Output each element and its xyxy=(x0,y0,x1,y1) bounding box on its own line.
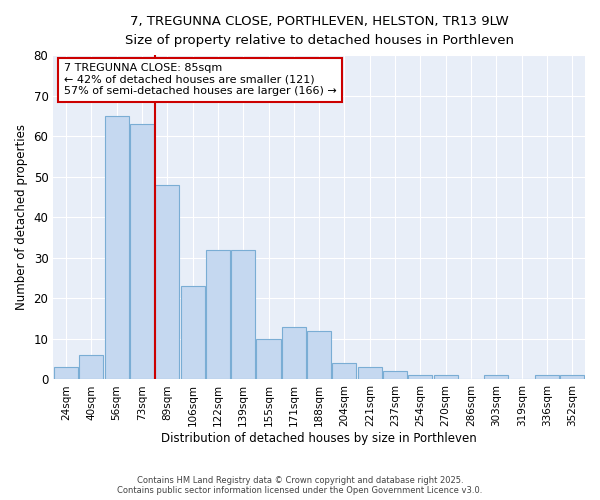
Text: Contains HM Land Registry data © Crown copyright and database right 2025.
Contai: Contains HM Land Registry data © Crown c… xyxy=(118,476,482,495)
Bar xyxy=(535,376,559,380)
X-axis label: Distribution of detached houses by size in Porthleven: Distribution of detached houses by size … xyxy=(161,432,477,445)
Bar xyxy=(130,124,154,380)
Bar xyxy=(104,116,128,380)
Y-axis label: Number of detached properties: Number of detached properties xyxy=(15,124,28,310)
Bar xyxy=(231,250,255,380)
Bar xyxy=(409,376,433,380)
Bar xyxy=(54,368,78,380)
Title: 7, TREGUNNA CLOSE, PORTHLEVEN, HELSTON, TR13 9LW
Size of property relative to de: 7, TREGUNNA CLOSE, PORTHLEVEN, HELSTON, … xyxy=(125,15,514,47)
Text: 7 TREGUNNA CLOSE: 85sqm
← 42% of detached houses are smaller (121)
57% of semi-d: 7 TREGUNNA CLOSE: 85sqm ← 42% of detache… xyxy=(64,63,337,96)
Bar xyxy=(484,376,508,380)
Bar xyxy=(155,185,179,380)
Bar xyxy=(358,368,382,380)
Bar xyxy=(79,355,103,380)
Bar xyxy=(332,363,356,380)
Bar xyxy=(181,286,205,380)
Bar xyxy=(560,376,584,380)
Bar xyxy=(383,372,407,380)
Bar xyxy=(307,331,331,380)
Bar xyxy=(282,327,306,380)
Bar xyxy=(256,339,281,380)
Bar xyxy=(206,250,230,380)
Bar xyxy=(434,376,458,380)
